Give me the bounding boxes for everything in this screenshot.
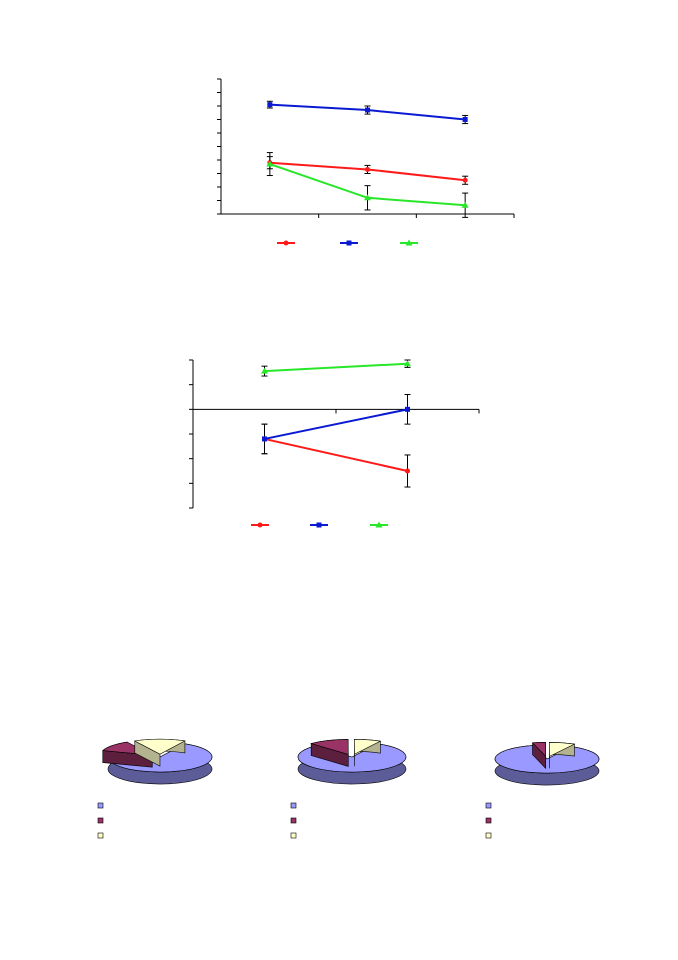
pie-chart-left [97, 738, 213, 839]
legend-marker-green [405, 239, 413, 246]
data-point-red [405, 468, 410, 474]
data-point-blue [405, 406, 410, 412]
line-chart-middle [189, 359, 480, 528]
line-chart-top [217, 78, 515, 246]
data-point-green [266, 160, 274, 167]
data-point-blue [267, 102, 273, 108]
legend-swatch-1 [97, 802, 104, 809]
pie-slice-3 [354, 739, 382, 755]
legend-swatch-2 [485, 817, 492, 824]
data-point-green [461, 201, 469, 208]
pie-slice-3 [133, 738, 186, 755]
legend-swatch-1 [485, 802, 492, 809]
data-point-blue [262, 436, 267, 442]
data-point-blue [365, 107, 370, 113]
series-line-green [264, 362, 408, 373]
pie-slice-3 [549, 742, 576, 757]
legend-swatch-3 [485, 832, 492, 839]
pie-slice-1 [494, 745, 600, 774]
legend-swatch-3 [290, 832, 297, 839]
data-point-green [364, 194, 371, 201]
data-point-blue [462, 117, 468, 122]
pie-chart-right [485, 742, 600, 839]
legend-swatch-2 [97, 817, 104, 824]
legend-marker-blue [316, 522, 322, 528]
legend-marker-green [375, 521, 383, 528]
pie-slice-2 [310, 739, 349, 755]
legend-marker-blue [346, 240, 352, 246]
data-point-red [462, 177, 468, 183]
pie-chart-center [290, 739, 407, 839]
data-point-green [261, 367, 268, 374]
legend-marker-red [283, 240, 289, 246]
series-line-red [264, 437, 408, 472]
data-point-green [404, 360, 411, 367]
legend-marker-red [257, 522, 263, 528]
series-line-blue [264, 408, 408, 440]
data-point-red [365, 166, 370, 172]
pie-slice-2 [531, 742, 547, 758]
legend-swatch-3 [97, 832, 104, 839]
legend-swatch-2 [290, 817, 297, 824]
legend-swatch-1 [290, 802, 297, 809]
